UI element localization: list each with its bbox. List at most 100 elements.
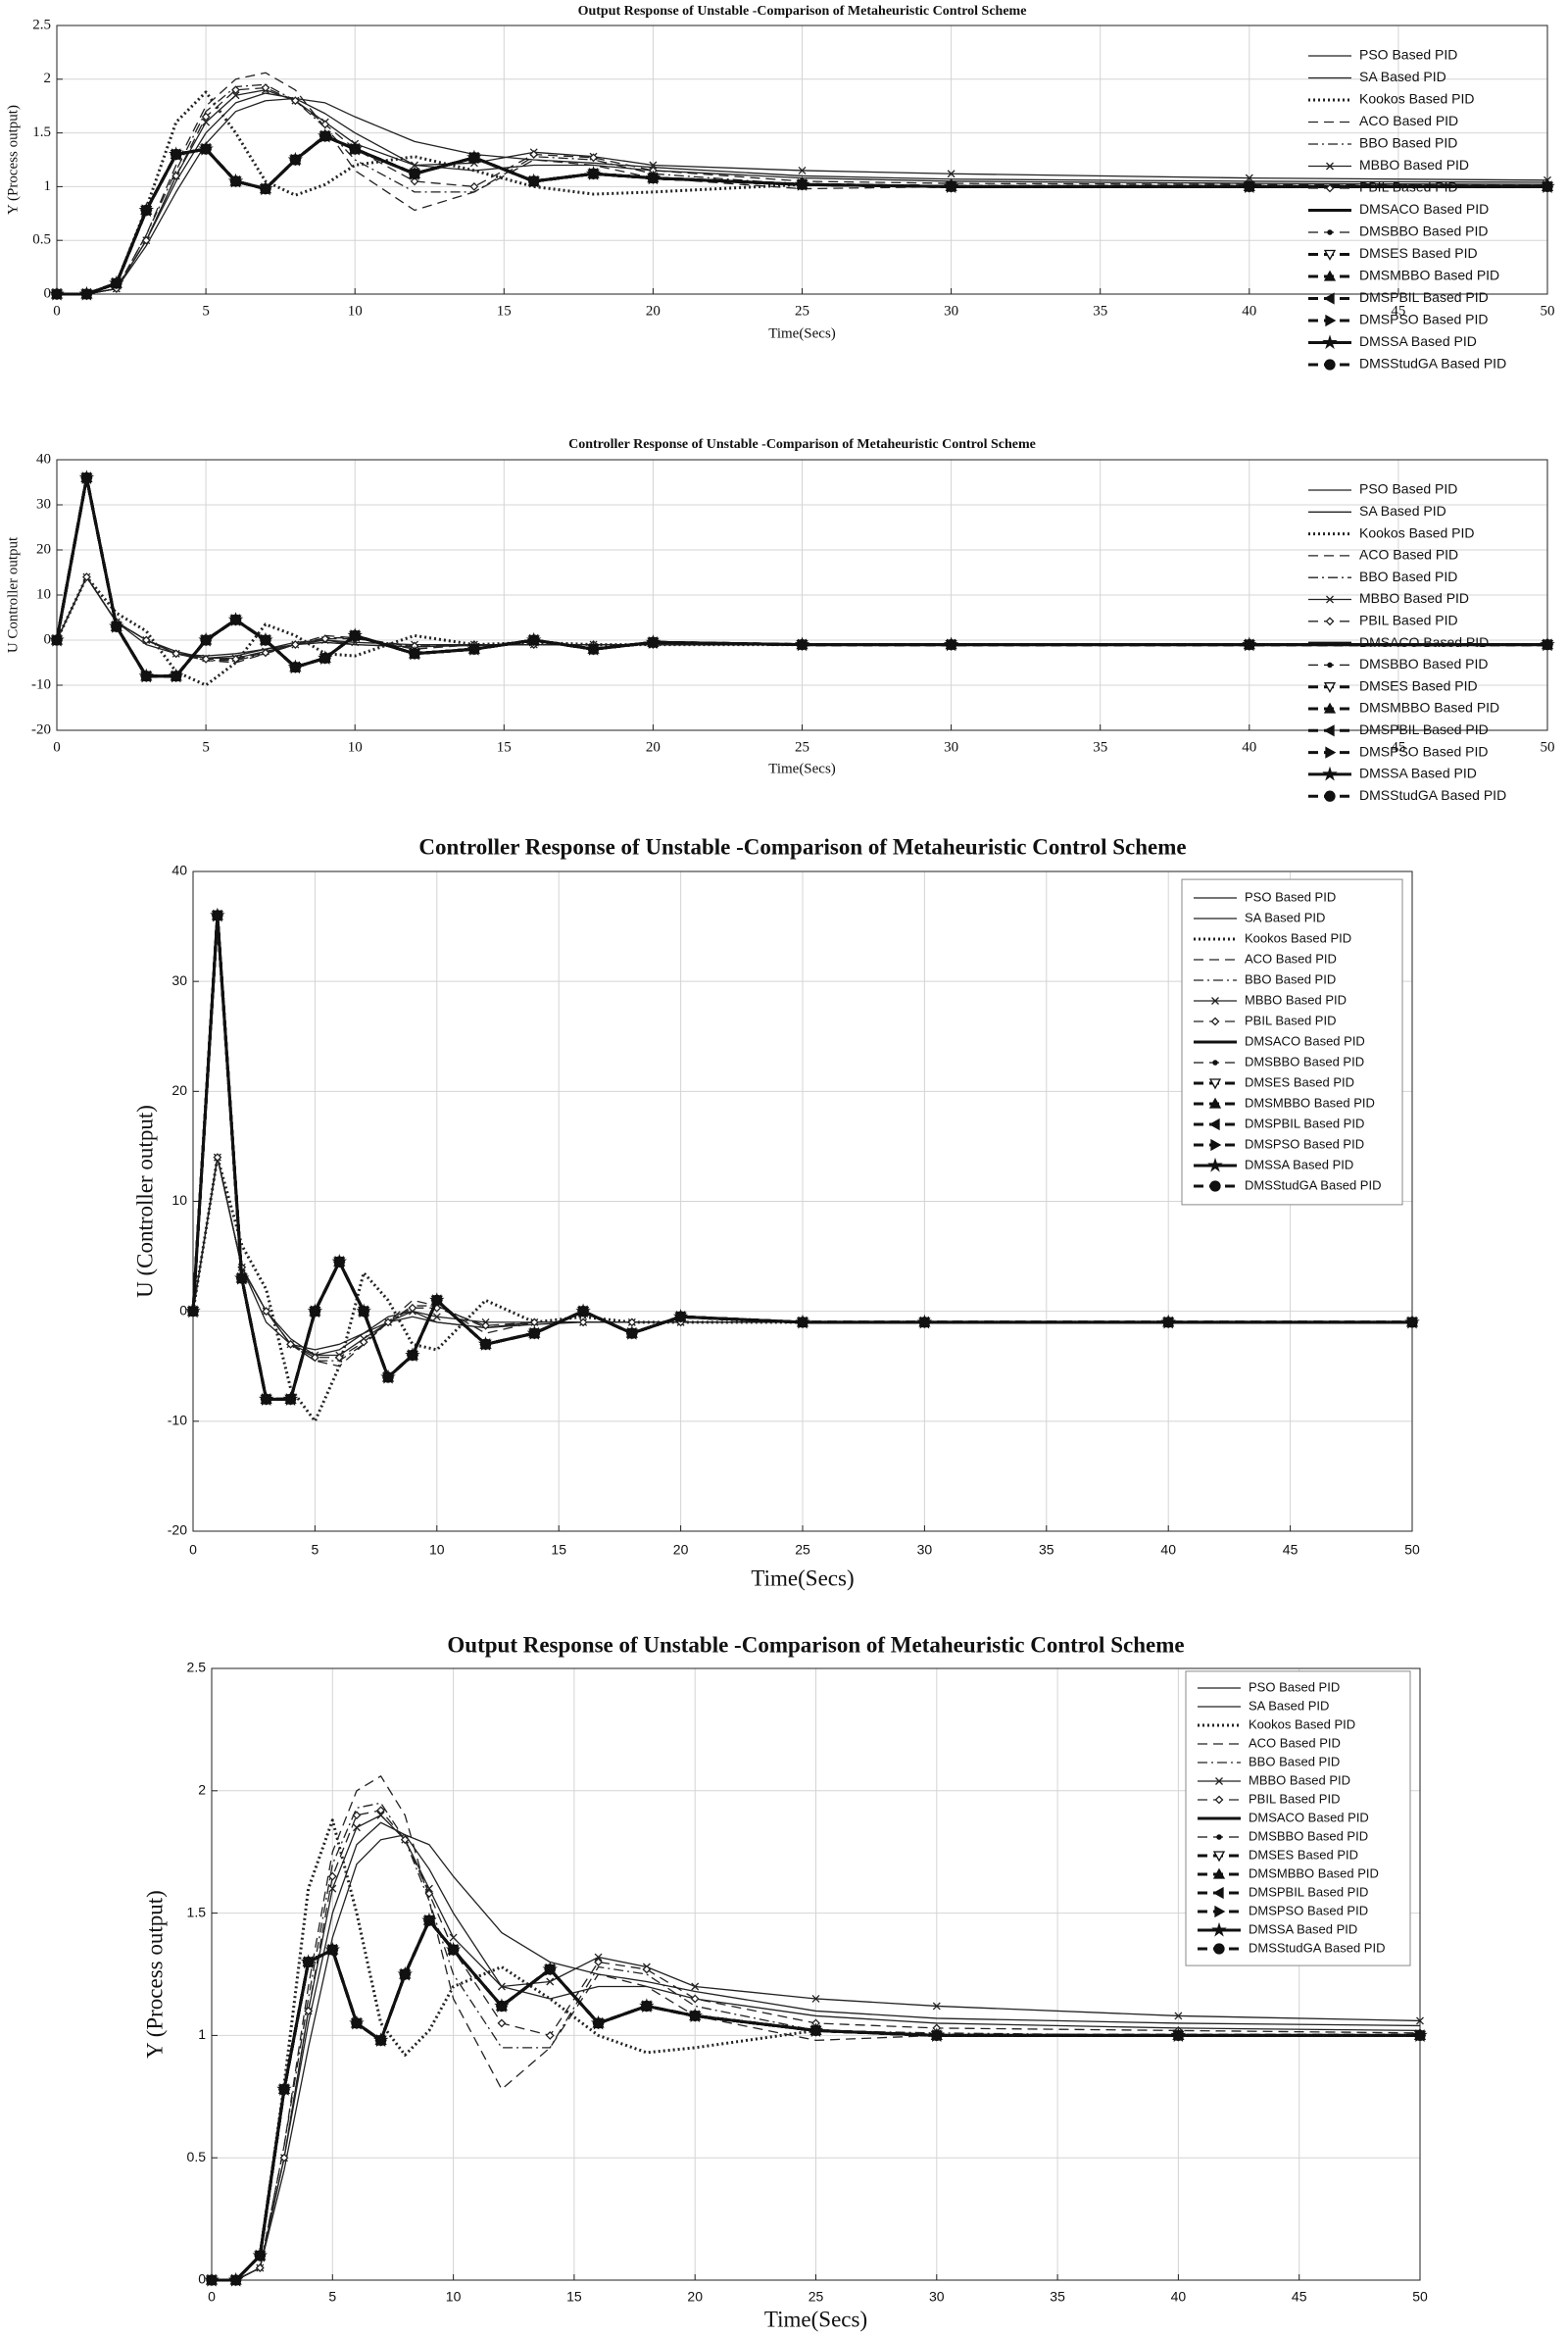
marker [111,277,122,289]
x-tick-label: 40 [1171,2289,1187,2305]
marker [481,1320,490,1330]
y-tick-label: 1 [198,2026,206,2042]
marker [172,649,181,659]
marker [51,288,63,300]
x-tick-label: 15 [551,1542,566,1558]
marker [468,152,480,164]
marker [544,1963,556,1975]
marker [1212,1851,1226,1863]
marker [236,1272,248,1284]
marker [796,178,808,190]
y-tick-label: 1.5 [32,124,51,140]
marker [932,2002,941,2011]
marker [1414,2029,1426,2042]
marker [320,634,330,644]
marker [327,1871,337,1881]
plot-frame [56,25,1548,295]
y-tick-label: 1.5 [187,1904,207,1919]
marker [587,168,600,179]
marker [431,1294,443,1307]
legend-label: BBO Based PID [1245,971,1336,986]
marker [400,1835,410,1845]
marker [496,2000,508,2013]
x-tick-label: 30 [944,739,958,755]
marker [1213,1943,1225,1955]
y-axis-label: U Controller output [5,536,21,653]
x-tick-label: 50 [1541,303,1555,319]
y-tick-label: 2 [198,1782,206,1798]
x-tick-label: 25 [795,303,809,319]
marker [545,2030,555,2040]
marker [1324,359,1336,371]
legend-label: PSO Based PID [1359,47,1457,63]
marker [1212,1867,1226,1879]
marker [278,2083,290,2095]
chart-title: Controller Response of Unstable -Compari… [418,834,1186,859]
marker [304,2007,314,2015]
marker [229,175,242,187]
x-tick-label: 30 [944,303,958,319]
marker [690,1994,700,2004]
y-tick-label: -20 [168,1522,187,1538]
marker [947,170,956,178]
y-tick-label: 10 [36,586,51,602]
legend-label: DMSPBIL Based PID [1249,1884,1368,1899]
legend-label: Kookos Based PID [1245,930,1351,945]
x-tick-label: 5 [202,303,210,319]
legend-label: DMSACO Based PID [1359,201,1489,217]
x-tick-label: 50 [1404,1542,1420,1558]
marker [1210,1017,1220,1026]
marker [1207,1157,1223,1172]
series-line [212,1775,1420,2281]
marker [1323,702,1337,714]
legend-label: PBIL Based PID [1245,1013,1336,1027]
series-line [192,1156,1412,1362]
y-tick-label: 0 [44,631,52,647]
marker [111,621,122,632]
y-tick-label: 20 [36,541,51,557]
series-line [57,72,1547,295]
marker [310,1353,319,1363]
marker [945,638,957,651]
marker [1327,662,1333,669]
legend-label: DMSPSO Based PID [1359,312,1489,327]
legend-label: BBO Based PID [1359,135,1457,151]
marker [1323,724,1335,737]
marker [289,661,302,673]
y-tick-label: -10 [31,676,51,692]
legend-label: MBBO Based PID [1249,1772,1350,1787]
x-tick-label: 10 [446,2289,462,2305]
x-tick-label: 25 [808,2289,824,2305]
marker [945,180,957,193]
marker [262,1307,271,1317]
marker [320,120,330,129]
x-axis-label: Time(Secs) [764,2307,867,2331]
legend-label: DMSPSO Based PID [1245,1136,1364,1151]
y-tick-label: -10 [168,1413,187,1428]
legend-label: PBIL Based PID [1359,613,1458,628]
marker [334,1353,344,1363]
marker [468,643,480,655]
legend-label: DMSMBBO Based PID [1249,1865,1379,1880]
marker [641,2000,653,2013]
legend-label: DMSBBO Based PID [1249,1828,1368,1843]
marker [358,1306,369,1317]
marker [1326,595,1334,604]
marker [1212,1060,1218,1066]
marker [529,150,539,159]
marker [410,176,419,186]
marker [918,1317,931,1328]
legend: PSO Based PID SA Based PID Kookos Based PI… [1308,47,1506,372]
x-tick-label: 15 [497,739,512,755]
marker [647,172,660,184]
legend-label: ACO Based PID [1359,547,1458,563]
marker [497,2018,507,2028]
marker [202,118,211,126]
series-line [212,1810,1421,2281]
legend-label: PBIL Based PID [1359,179,1458,195]
marker [286,1339,295,1349]
legend-label: DMSPBIL Based PID [1359,721,1489,737]
legend-label: BBO Based PID [1359,569,1457,584]
marker [1162,1317,1174,1328]
